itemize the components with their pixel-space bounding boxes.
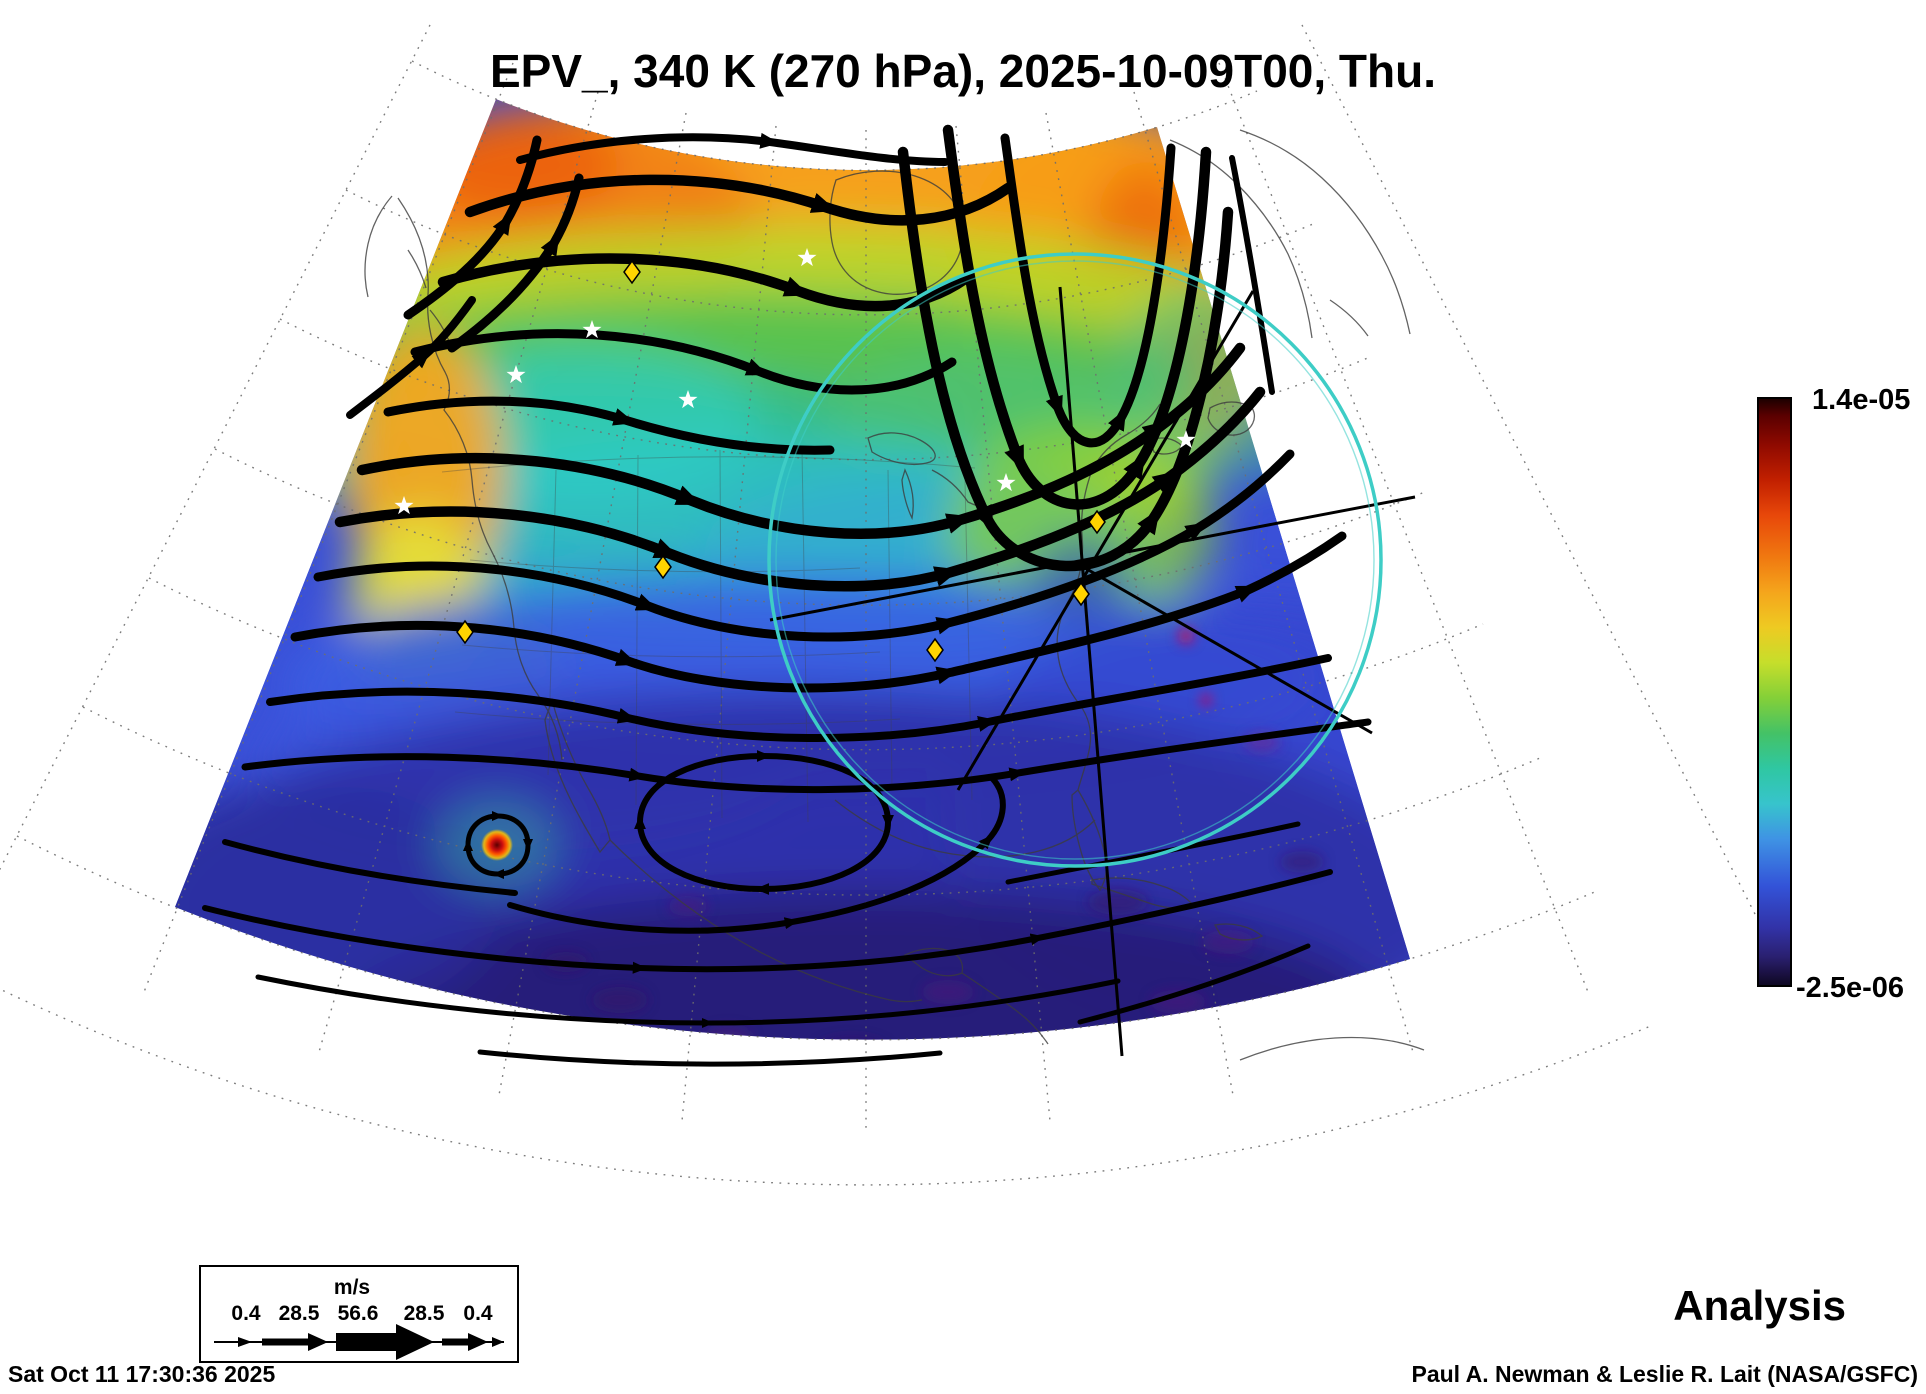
station-star-marker xyxy=(582,320,602,339)
cyclone-marker xyxy=(481,829,513,861)
wind-speed-legend: m/s 0.4 28.5 56.6 28.5 0.4 xyxy=(199,1265,519,1363)
cross-section-lines xyxy=(769,286,1416,1057)
page-title: EPV_, 340 K (270 hPa), 2025-10-09T00, Th… xyxy=(489,45,1436,97)
streamlines xyxy=(202,124,1372,1067)
station-star-marker xyxy=(996,473,1016,492)
credit-text: Paul A. Newman & Leslie R. Lait (NASA/GS… xyxy=(1411,1361,1918,1387)
station-diamond-marker xyxy=(926,637,944,663)
station-diamond-marker xyxy=(654,554,672,580)
colorbar-min-label: -2.5e-06 xyxy=(1796,972,1905,1004)
range-ring xyxy=(767,252,1383,868)
station-star-marker xyxy=(678,390,698,409)
wind-legend-value: 0.4 xyxy=(231,1302,261,1325)
station-diamond-marker xyxy=(623,259,641,285)
station-diamond-marker xyxy=(1072,581,1090,607)
colorbar-gradient xyxy=(1758,398,1791,986)
wind-legend-unit: m/s xyxy=(334,1276,370,1299)
wind-legend-arrows xyxy=(214,1324,504,1360)
colorbar-frame xyxy=(1757,397,1792,987)
analysis-label: Analysis xyxy=(1673,1282,1846,1329)
wind-legend-value: 56.6 xyxy=(338,1302,379,1325)
colorbar-max-label: 1.4e-05 xyxy=(1812,384,1911,416)
wind-legend-value: 0.4 xyxy=(463,1302,493,1325)
range-ring-inner xyxy=(775,260,1375,860)
colorbar xyxy=(1757,397,1792,987)
wind-legend-value: 28.5 xyxy=(279,1302,320,1325)
station-diamond-marker xyxy=(1088,509,1106,535)
station-star-marker xyxy=(394,496,414,515)
station-star-marker xyxy=(1176,430,1196,449)
wind-legend-value: 28.5 xyxy=(404,1302,445,1325)
generated-timestamp: Sat Oct 11 17:30:36 2025 xyxy=(8,1361,276,1387)
station-diamond-marker xyxy=(456,619,474,645)
station-star-marker xyxy=(506,365,526,384)
station-star-marker xyxy=(797,248,817,267)
markers-layer xyxy=(394,248,1196,663)
